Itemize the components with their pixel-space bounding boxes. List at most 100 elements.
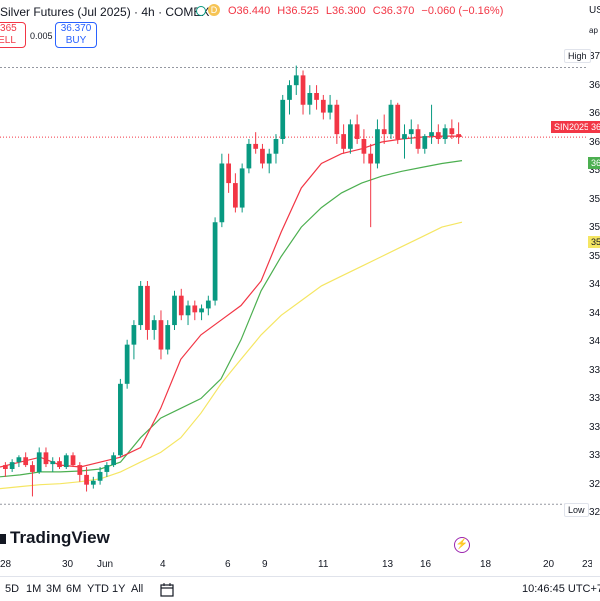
price-tick-label: 37: [589, 51, 600, 62]
candle-body: [260, 148, 265, 164]
timeframe-5d[interactable]: 5D: [5, 583, 20, 595]
candle-body: [205, 300, 211, 309]
symbol-title[interactable]: Silver Futures (Jul 2025) · 4h · COMEX: [0, 5, 210, 19]
price-tick-label: 36: [589, 136, 600, 148]
symbol-price-tag: SIN2025: [551, 121, 593, 133]
candle-body: [334, 104, 340, 135]
candle-body: [212, 222, 218, 301]
candle-body: [199, 308, 204, 313]
high-label: High: [564, 49, 591, 63]
ema-mid-tag: 36: [588, 157, 600, 169]
candle-body: [381, 129, 387, 135]
candle-body: [246, 143, 252, 169]
close-value: C36.370: [372, 5, 415, 17]
timeframe-6m[interactable]: 6M: [66, 583, 82, 595]
low-label: Low: [564, 503, 589, 517]
candle-body: [30, 465, 35, 472]
time-tick-label: 6: [225, 559, 231, 570]
candle-body: [226, 163, 231, 184]
candle-body: [435, 132, 441, 140]
sell-button[interactable]: .365 ELL: [0, 22, 26, 48]
price-tick-label: 35: [589, 250, 600, 262]
timeframe-1m[interactable]: 1M: [26, 583, 42, 595]
candle-body: [442, 128, 448, 140]
brand-name[interactable]: TradingView: [10, 528, 110, 547]
price-chart[interactable]: [0, 46, 588, 516]
timeframe-ytd[interactable]: YTD: [87, 583, 109, 595]
candle-body: [388, 104, 394, 135]
price-tick-label: 34: [589, 279, 600, 290]
candle-body: [90, 480, 96, 485]
candle-body: [415, 129, 421, 149]
time-tick-label: 23: [582, 559, 592, 570]
ema-fast-line: [0, 135, 462, 468]
candle-body: [50, 461, 56, 465]
tradingview-logo-icon: [0, 534, 6, 544]
candle-body: [368, 153, 374, 164]
buy-label: BUY: [65, 35, 87, 46]
candle-body: [280, 99, 286, 140]
candle-body: [233, 183, 238, 208]
candle-body: [456, 134, 461, 138]
candle-body: [124, 344, 130, 384]
candle-body: [185, 305, 191, 316]
time-tick-label: 28: [0, 559, 12, 570]
candle-body: [178, 295, 184, 316]
lightning-icon[interactable]: ⚡: [454, 537, 470, 553]
time-tick-label: Jun: [97, 559, 114, 570]
candle-body: [165, 325, 171, 350]
candle-body: [307, 93, 313, 105]
time-tick-label: 11: [318, 559, 329, 570]
time-tick-label: 30: [62, 559, 74, 570]
axis-mode-label: ap: [589, 26, 598, 35]
candle-body: [63, 455, 69, 468]
chart-header: Silver Futures (Jul 2025) · 4h · COMEX D…: [0, 0, 600, 22]
price-tick-label: 35: [589, 222, 600, 233]
price-tick-label: 33: [589, 364, 600, 376]
price-tick-label: 32: [589, 478, 600, 490]
bottom-toolbar: 5D 1M 3M 6M YTD 1Y All 10:46:45 UTC+7: [0, 576, 600, 601]
timeframe-all[interactable]: All: [131, 583, 144, 595]
price-tick-label: 34: [589, 336, 600, 347]
candle-body: [300, 75, 306, 105]
ohlc-readout: O36.440 H36.525 L36.300 C36.370 −0.060 (…: [228, 5, 507, 17]
buy-button[interactable]: 36.370 BUY: [55, 22, 97, 48]
time-tick-label: 20: [543, 559, 555, 570]
candle-body: [131, 325, 137, 345]
market-status-icon: [196, 6, 206, 16]
candle-body: [16, 457, 22, 463]
delayed-data-badge[interactable]: D: [208, 4, 220, 16]
candle-body: [402, 134, 407, 140]
candle-body: [97, 471, 103, 481]
ema-slow-tag: 35: [588, 236, 600, 248]
candle-body: [314, 93, 319, 100]
clock-readout[interactable]: 10:46:45 UTC+7: [522, 583, 600, 595]
candle-body: [375, 129, 380, 164]
time-tick-label: 4: [160, 559, 166, 570]
candle-body: [348, 124, 353, 149]
candle-body: [320, 99, 326, 113]
currency-label[interactable]: US: [589, 5, 600, 16]
ema-slow-line: [0, 221, 463, 490]
price-tick-label: 33: [589, 393, 600, 404]
calendar-range-icon[interactable]: [160, 583, 174, 597]
last-price-tag: 36: [588, 121, 600, 133]
sell-label: ELL: [0, 35, 16, 46]
timeframe-1y[interactable]: 1Y: [112, 583, 126, 595]
candle-body: [287, 85, 292, 100]
price-tick-label: 33: [589, 450, 600, 461]
price-tick-label: 36: [589, 108, 600, 119]
time-tick-label: 9: [262, 559, 268, 570]
candle-body: [36, 452, 42, 472]
buy-price: 36.370: [60, 23, 92, 34]
time-tick-label: 18: [480, 559, 492, 570]
candle-body: [9, 462, 15, 469]
timeframe-3m[interactable]: 3M: [46, 583, 62, 595]
candle-body: [327, 104, 333, 113]
candle-body: [219, 163, 225, 223]
candle-body: [449, 128, 455, 135]
candle-body: [253, 143, 259, 149]
price-tick-label: 35: [589, 165, 600, 176]
candle-body: [341, 134, 346, 149]
candle-body: [111, 455, 116, 466]
